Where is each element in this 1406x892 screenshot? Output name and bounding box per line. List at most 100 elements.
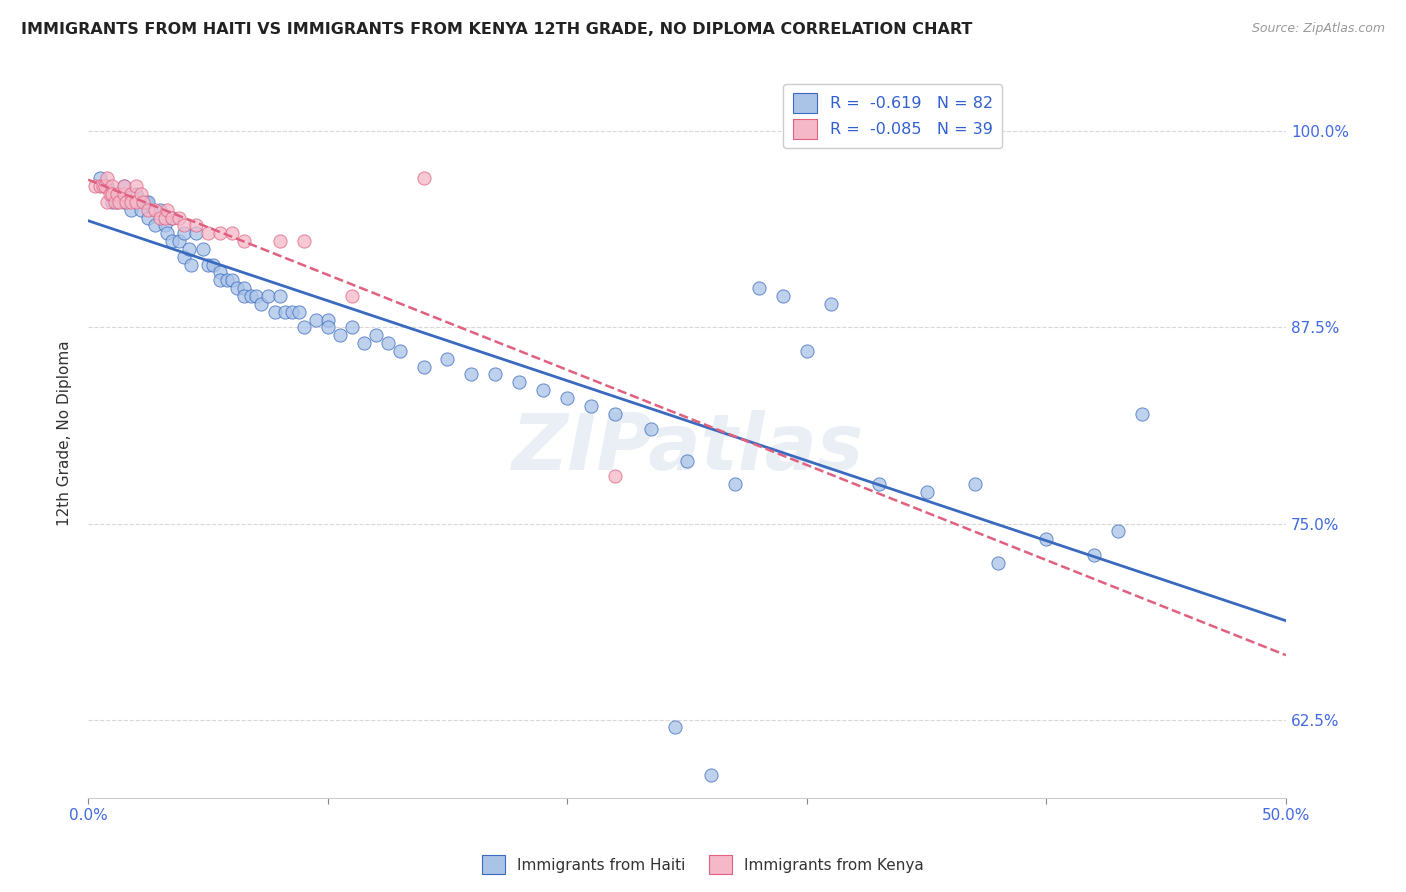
Point bbox=[340, 320, 363, 334]
Point bbox=[149, 211, 172, 225]
Point bbox=[173, 226, 195, 240]
Point bbox=[581, 399, 603, 413]
Point bbox=[748, 281, 770, 295]
Point bbox=[364, 328, 387, 343]
Text: ZIPatlas: ZIPatlas bbox=[510, 410, 863, 486]
Point bbox=[103, 194, 125, 209]
Point bbox=[264, 304, 287, 318]
Point bbox=[316, 312, 339, 326]
Point bbox=[288, 304, 311, 318]
Point bbox=[197, 226, 219, 240]
Point bbox=[143, 202, 166, 217]
Legend: Immigrants from Haiti, Immigrants from Kenya: Immigrants from Haiti, Immigrants from K… bbox=[477, 849, 929, 880]
Point bbox=[167, 211, 190, 225]
Point bbox=[105, 194, 128, 209]
Point bbox=[605, 469, 627, 483]
Point bbox=[184, 219, 207, 233]
Point bbox=[221, 226, 243, 240]
Point bbox=[96, 171, 118, 186]
Point bbox=[153, 219, 176, 233]
Point bbox=[191, 242, 214, 256]
Point bbox=[136, 202, 159, 217]
Point bbox=[112, 179, 135, 194]
Point bbox=[508, 376, 530, 390]
Point bbox=[460, 368, 482, 382]
Point bbox=[177, 242, 200, 256]
Point bbox=[796, 343, 818, 358]
Point bbox=[292, 234, 315, 248]
Point bbox=[101, 187, 124, 202]
Point bbox=[120, 202, 142, 217]
Point bbox=[240, 289, 263, 303]
Point bbox=[129, 202, 152, 217]
Point bbox=[89, 171, 111, 186]
Point bbox=[201, 258, 224, 272]
Point bbox=[208, 273, 231, 287]
Point bbox=[232, 289, 254, 303]
Point bbox=[167, 234, 190, 248]
Point bbox=[329, 328, 352, 343]
Point bbox=[484, 368, 506, 382]
Point bbox=[1130, 407, 1153, 421]
Point bbox=[94, 179, 117, 194]
Point bbox=[156, 226, 179, 240]
Point bbox=[1107, 524, 1129, 539]
Point bbox=[132, 194, 155, 209]
Point bbox=[292, 320, 315, 334]
Point bbox=[915, 485, 938, 500]
Point bbox=[772, 289, 794, 303]
Point bbox=[112, 179, 135, 194]
Point bbox=[388, 343, 411, 358]
Point bbox=[436, 351, 458, 366]
Text: IMMIGRANTS FROM HAITI VS IMMIGRANTS FROM KENYA 12TH GRADE, NO DIPLOMA CORRELATIO: IMMIGRANTS FROM HAITI VS IMMIGRANTS FROM… bbox=[21, 22, 973, 37]
Point bbox=[125, 187, 148, 202]
Point bbox=[208, 265, 231, 279]
Point bbox=[112, 187, 135, 202]
Point bbox=[153, 211, 176, 225]
Point bbox=[232, 234, 254, 248]
Point bbox=[160, 211, 183, 225]
Point bbox=[184, 226, 207, 240]
Point bbox=[316, 320, 339, 334]
Point bbox=[120, 194, 142, 209]
Point bbox=[173, 219, 195, 233]
Point bbox=[531, 383, 554, 397]
Point bbox=[700, 767, 723, 781]
Point bbox=[180, 258, 202, 272]
Point bbox=[143, 219, 166, 233]
Point bbox=[256, 289, 278, 303]
Point bbox=[225, 281, 247, 295]
Point bbox=[149, 202, 172, 217]
Point bbox=[1035, 532, 1057, 546]
Point bbox=[101, 187, 124, 202]
Point bbox=[156, 202, 179, 217]
Point bbox=[129, 187, 152, 202]
Point bbox=[105, 187, 128, 202]
Point bbox=[340, 289, 363, 303]
Point bbox=[640, 422, 662, 436]
Point bbox=[269, 289, 291, 303]
Point bbox=[84, 179, 107, 194]
Point bbox=[412, 171, 434, 186]
Point bbox=[101, 194, 124, 209]
Point bbox=[1083, 548, 1105, 562]
Point bbox=[96, 179, 118, 194]
Point bbox=[160, 211, 183, 225]
Point bbox=[125, 194, 148, 209]
Point bbox=[605, 407, 627, 421]
Point bbox=[135, 194, 157, 209]
Point bbox=[232, 281, 254, 295]
Point bbox=[136, 194, 159, 209]
Point bbox=[412, 359, 434, 374]
Point bbox=[115, 194, 138, 209]
Point bbox=[120, 187, 142, 202]
Point bbox=[269, 234, 291, 248]
Point bbox=[91, 179, 114, 194]
Point bbox=[281, 304, 304, 318]
Text: Source: ZipAtlas.com: Source: ZipAtlas.com bbox=[1251, 22, 1385, 36]
Point bbox=[173, 250, 195, 264]
Point bbox=[112, 194, 135, 209]
Point bbox=[664, 721, 686, 735]
Point bbox=[98, 187, 121, 202]
Point bbox=[987, 556, 1010, 570]
